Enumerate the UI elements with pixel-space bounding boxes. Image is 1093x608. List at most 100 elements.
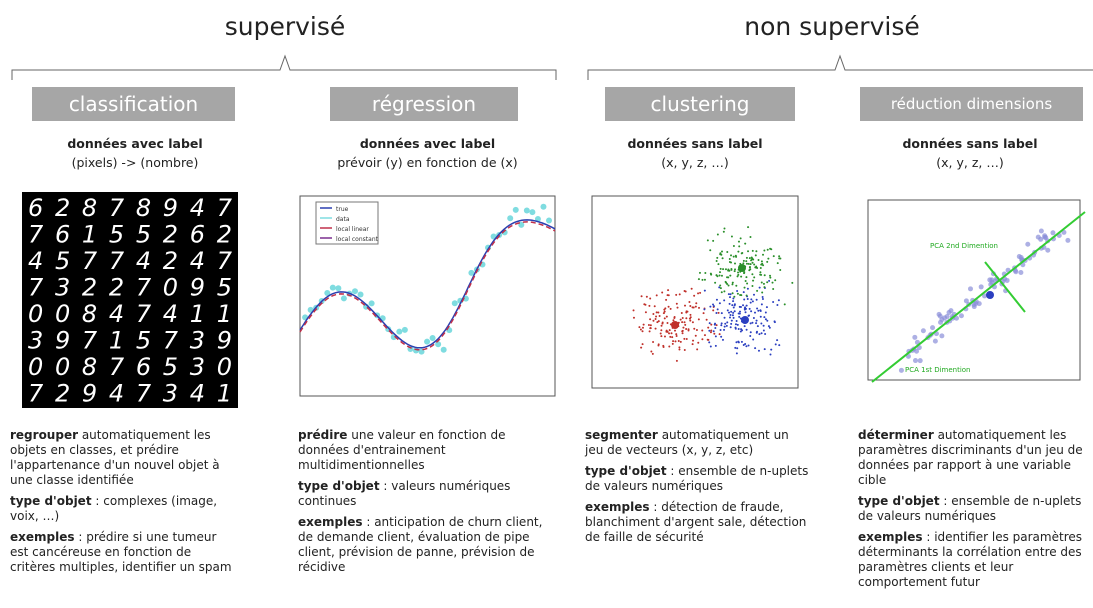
cluster-point (692, 340, 694, 342)
data-point (424, 339, 430, 345)
cluster-point (762, 296, 764, 298)
cluster-point (742, 304, 744, 306)
data-point (452, 300, 458, 306)
cluster-point (757, 325, 759, 327)
paragraph: prédire une valeur en fonction de donnée… (298, 428, 548, 473)
cluster-point (667, 294, 669, 296)
cluster-point (672, 319, 674, 321)
cluster-point (738, 313, 740, 315)
cluster-point (695, 302, 697, 304)
cluster-point (652, 341, 654, 343)
section-header: clustering (605, 87, 795, 121)
pca-point (921, 328, 926, 333)
cluster-point (744, 325, 746, 327)
cluster-point (633, 309, 635, 311)
cluster-point (745, 280, 747, 282)
cluster-point (748, 344, 750, 346)
cluster-point (643, 303, 645, 305)
cluster-point (791, 282, 793, 284)
cluster-point (678, 346, 680, 348)
cluster-point (654, 305, 656, 307)
cluster-point (731, 283, 733, 285)
cluster-point (646, 296, 648, 298)
paragraph: exemples : anticipation de churn client,… (298, 515, 548, 575)
cluster-point (661, 325, 663, 327)
cluster-point (726, 276, 728, 278)
cluster-point (723, 299, 725, 301)
cluster-point (674, 340, 676, 342)
cluster-point (732, 300, 734, 302)
pca-point (959, 313, 964, 318)
cluster-point (690, 316, 692, 318)
cluster-point (737, 272, 739, 274)
cluster-point (720, 268, 722, 270)
cluster-point (668, 332, 670, 334)
cluster-point (733, 245, 735, 247)
cluster-point (767, 258, 769, 260)
cluster-point (727, 309, 729, 311)
cluster-point (682, 327, 684, 329)
clustering-plot (592, 196, 798, 388)
cluster-point (777, 262, 779, 264)
data-point (396, 329, 402, 335)
cluster-point (689, 305, 691, 307)
cluster-point (744, 243, 746, 245)
paragraph-lead: segmenter (585, 428, 658, 442)
cluster-point (698, 318, 700, 320)
cluster-point (699, 292, 701, 294)
cluster-point (737, 341, 739, 343)
pca-point (899, 368, 904, 373)
cluster-point (760, 264, 762, 266)
cluster-point (747, 298, 749, 300)
cluster-point (725, 268, 727, 270)
pca-center (986, 291, 994, 299)
cluster-point (723, 329, 725, 331)
cluster-point (753, 276, 755, 278)
cluster-point (720, 324, 722, 326)
cluster-point (713, 333, 715, 335)
cluster-point (766, 320, 768, 322)
cluster-point (761, 260, 763, 262)
cluster-point (764, 348, 766, 350)
cluster-point (741, 341, 743, 343)
cluster-point (732, 314, 734, 316)
cluster-point (769, 353, 771, 355)
cluster-point (650, 327, 652, 329)
cluster-point (707, 339, 709, 341)
cluster-point (735, 285, 737, 287)
cluster-point (778, 257, 780, 259)
cluster-point (668, 346, 670, 348)
cluster-point (666, 316, 668, 318)
cluster-point (752, 262, 754, 264)
cluster-point (734, 310, 736, 312)
cluster-point (752, 300, 754, 302)
cluster-point (704, 279, 706, 281)
cluster-point (684, 321, 686, 323)
cluster-point (724, 326, 726, 328)
cluster-point (655, 315, 657, 317)
cluster-point (740, 237, 742, 239)
cluster-point (659, 315, 661, 317)
cluster-point (741, 329, 743, 331)
cluster-point (691, 288, 693, 290)
cluster-point (751, 285, 753, 287)
cluster-point (729, 316, 731, 318)
cluster-point (755, 254, 757, 256)
cluster-point (778, 344, 780, 346)
legend-label: local linear (336, 226, 369, 233)
brace (588, 56, 1093, 80)
cluster-point (649, 318, 651, 320)
cluster-point (656, 294, 658, 296)
cluster-point (684, 324, 686, 326)
pca-point (1018, 270, 1023, 275)
cluster-point (756, 299, 758, 301)
cluster-point (661, 292, 663, 294)
cluster-point (680, 341, 682, 343)
paragraph-lead: type d'objet (585, 464, 667, 478)
cluster-point (744, 307, 746, 309)
cluster-point (747, 288, 749, 290)
cluster-point (756, 320, 758, 322)
cluster-point (716, 260, 718, 262)
cluster-point (713, 330, 715, 332)
cluster-point (734, 347, 736, 349)
